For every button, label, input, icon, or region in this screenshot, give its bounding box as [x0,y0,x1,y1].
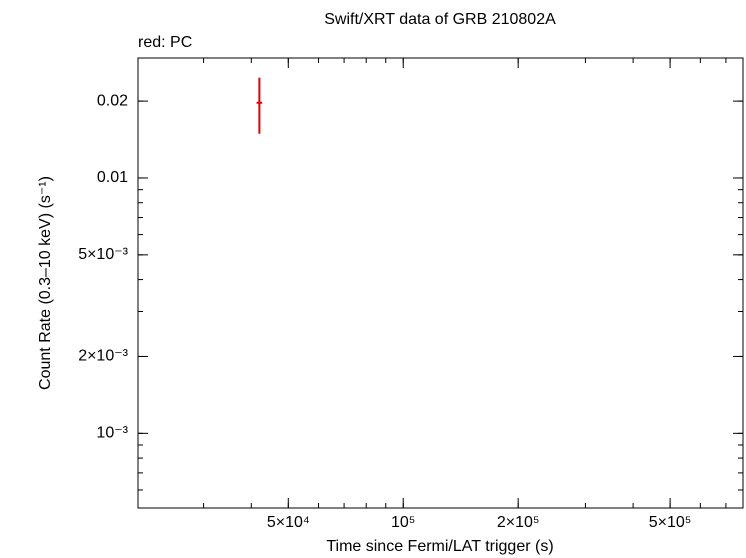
y-tick-label: 5×10⁻³ [78,246,128,263]
y-tick-label: 0.02 [97,92,128,109]
y-tick-label: 2×10⁻³ [78,348,128,365]
plot-frame [137,57,744,509]
chart-title: Swift/XRT data of GRB 210802A [324,11,556,28]
x-tick-label: 10⁵ [391,514,415,531]
x-tick-label: 5×10⁵ [649,514,692,531]
x-tick-label: 5×10⁴ [267,514,310,531]
x-axis-label: Time since Fermi/LAT trigger (s) [326,538,553,555]
y-axis-label: Count Rate (0.3–10 keV) (s⁻¹) [37,176,54,390]
x-tick-label: 2×10⁵ [497,514,540,531]
y-tick-label: 0.01 [97,169,128,186]
y-tick-label: 10⁻³ [96,425,128,442]
legend-annotation: red: PC [138,34,192,51]
